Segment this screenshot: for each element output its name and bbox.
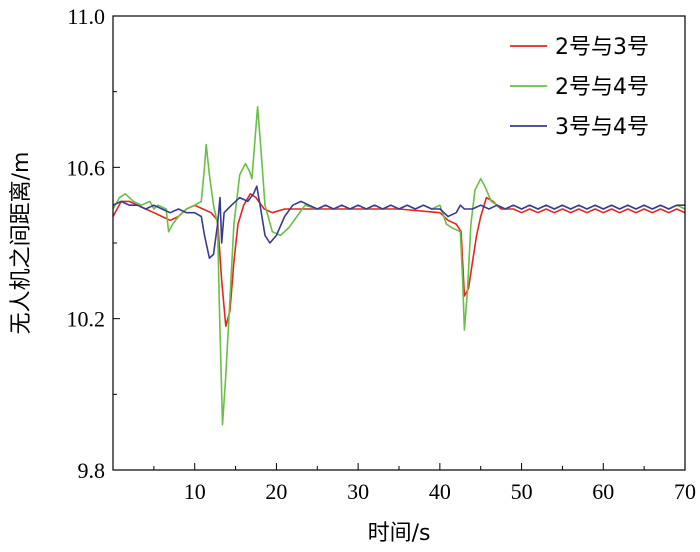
x-tick-label: 70	[674, 479, 696, 504]
series-line-3	[112, 185, 685, 259]
x-axis-title: 时间/s	[368, 521, 431, 546]
y-tick-label: 11.0	[67, 4, 105, 29]
y-axis-title: 无人机之间距离/m	[9, 152, 34, 335]
legend: 2号与3号 2号与4号 3号与4号	[510, 35, 649, 140]
y-tick-label: 10.6	[67, 155, 106, 180]
legend-label: 3号与4号	[555, 115, 649, 140]
y-tick-label: 10.2	[67, 307, 106, 332]
x-tick-label: 40	[429, 479, 451, 504]
ticks-layer: 10 20 30 40 50 60 70 9.8 10.2 10.6 11.0	[67, 4, 697, 504]
series-line-2	[112, 106, 686, 426]
y-tick-label: 9.8	[78, 458, 106, 483]
legend-label: 2号与4号	[555, 75, 649, 100]
legend-label: 2号与3号	[555, 35, 649, 60]
series-layer	[112, 106, 686, 426]
x-tick-label: 10	[184, 479, 206, 504]
x-tick-label: 20	[265, 479, 287, 504]
x-tick-label: 50	[511, 479, 533, 504]
x-tick-label: 60	[592, 479, 614, 504]
x-tick-label: 30	[347, 479, 369, 504]
series-line-1	[112, 193, 686, 327]
